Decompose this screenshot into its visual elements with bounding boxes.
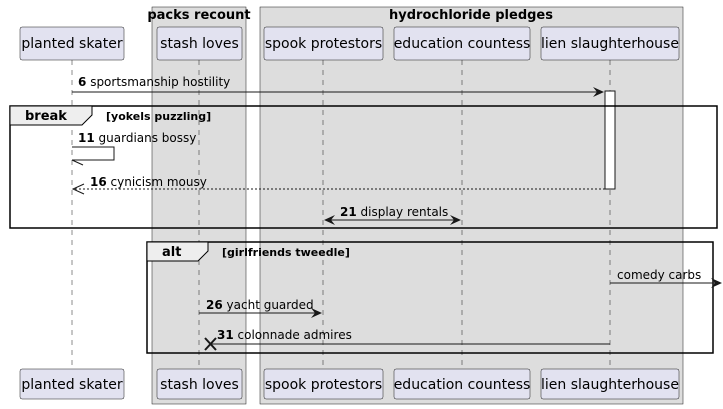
participant-stash-loves-top[interactable]: stash loves (156, 26, 243, 61)
participant-education-countess-top[interactable]: education countess (394, 26, 531, 61)
message-21: 21 display rentals (324, 205, 461, 225)
participant-planted-skater-bottom[interactable]: planted skater (19, 368, 125, 400)
box-hydrochloride-pledges: hydrochloride pledges (259, 6, 684, 405)
message-text: 16 cynicism mousy (90, 175, 207, 189)
participant-lien-slaughterhouse-bottom[interactable]: lien slaughterhouse (540, 368, 680, 400)
break-condition: [yokels puzzling] (106, 110, 211, 123)
message-26: 26 yacht guarded (199, 298, 322, 318)
message-text: 21 display rentals (340, 205, 448, 219)
participant-spook-protestors-bottom[interactable]: spook protestors (263, 368, 384, 400)
message-text: comedy carbs (617, 268, 701, 282)
participant-label: lien slaughterhouse (541, 377, 679, 393)
alt-keyword: alt (162, 245, 181, 260)
participant-label: planted skater (21, 36, 123, 52)
alt-condition: [girlfriends tweedle] (222, 246, 350, 259)
participant-label: lien slaughterhouse (541, 36, 679, 52)
message-16: 16 cynicism mousy (71, 175, 605, 195)
break-fragment: break [yokels puzzling] (9, 105, 718, 229)
message-11: 11 guardians bossy (71, 131, 196, 166)
message-comedy-carbs: comedy carbs (610, 268, 722, 288)
message-6: 6 sportsmanship hostility (72, 75, 604, 97)
participant-spook-protestors-top[interactable]: spook protestors (263, 26, 384, 61)
participant-stash-loves-bottom[interactable]: stash loves (156, 368, 243, 400)
participant-label: stash loves (160, 36, 239, 52)
participant-label: spook protestors (265, 377, 382, 393)
message-text: 11 guardians bossy (78, 131, 196, 145)
activation-bar (604, 90, 616, 190)
participant-lien-slaughterhouse-top[interactable]: lien slaughterhouse (540, 26, 680, 61)
message-text: 26 yacht guarded (206, 298, 314, 312)
message-text: 6 sportsmanship hostility (78, 75, 230, 89)
participant-label: spook protestors (265, 36, 382, 52)
participant-education-countess-bottom[interactable]: education countess (394, 368, 531, 400)
message-text: 31 colonnade admires (217, 328, 352, 342)
box-packs-recount-title: packs recount (147, 8, 250, 23)
box-hydrochloride-pledges-title: hydrochloride pledges (389, 8, 553, 23)
participant-label: planted skater (21, 377, 123, 393)
alt-fragment: alt [girlfriends tweedle] (146, 241, 714, 354)
message-31: 31 colonnade admires (204, 328, 610, 351)
participant-label: education countess (394, 377, 531, 393)
participant-label: education countess (394, 36, 531, 52)
participant-label: stash loves (160, 377, 239, 393)
break-keyword: break (25, 109, 67, 124)
participant-planted-skater-top[interactable]: planted skater (19, 26, 125, 61)
